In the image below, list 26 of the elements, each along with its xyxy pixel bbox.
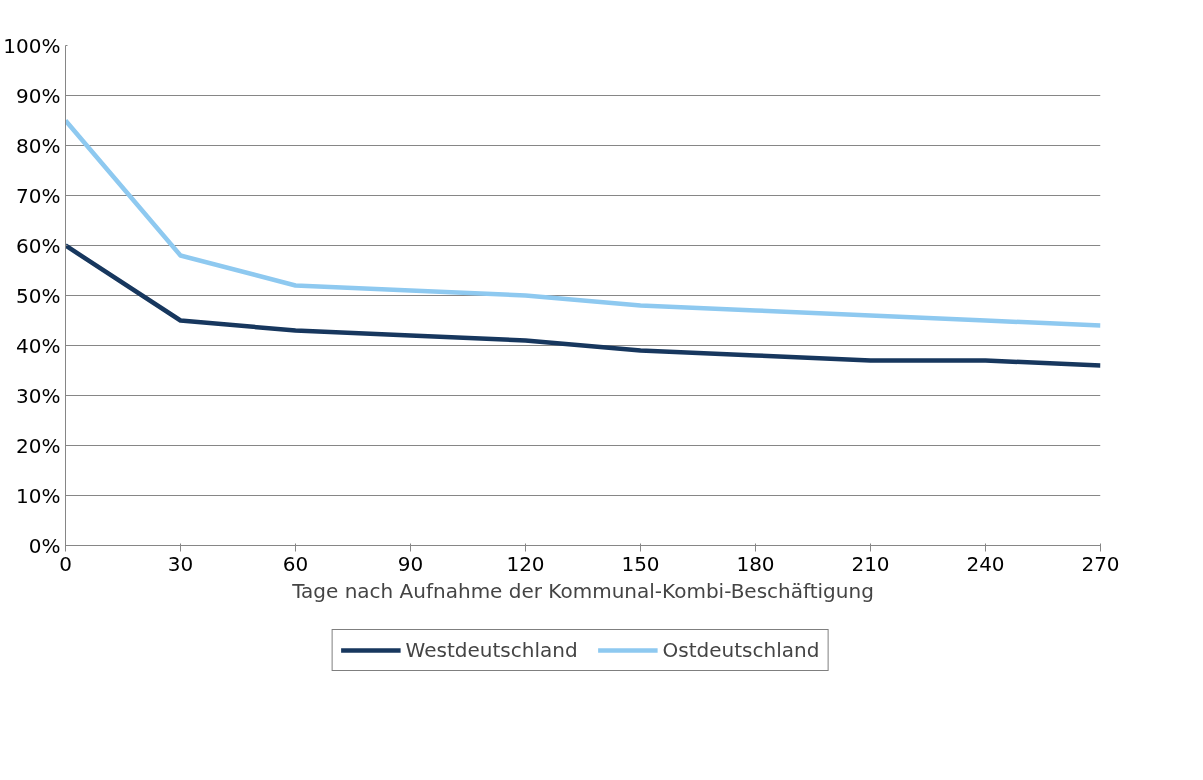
x-tick-label: 240 xyxy=(966,551,1005,576)
x-tick-label: 60 xyxy=(282,551,309,576)
line-series xyxy=(65,243,1101,368)
x-tick-label: 270 xyxy=(1081,551,1120,576)
y-tick-label: 10% xyxy=(16,483,61,508)
x-tick-label: 180 xyxy=(736,551,775,576)
x-tick-label: 120 xyxy=(506,551,545,576)
y-tick-label: 0% xyxy=(28,533,61,558)
y-tick-label: 80% xyxy=(16,133,61,158)
x-tick-label: 150 xyxy=(621,551,660,576)
x-tick-label: 210 xyxy=(851,551,890,576)
legend-label: Ostdeutschland xyxy=(662,638,820,662)
x-tick-label: 30 xyxy=(167,551,194,576)
y-tick-label: 70% xyxy=(16,183,61,208)
y-tick-label: 60% xyxy=(16,233,61,258)
y-tick-label: 50% xyxy=(16,283,61,308)
y-tick-label: 100% xyxy=(3,33,61,58)
y-tick-label: 20% xyxy=(16,433,61,458)
y-tick-label: 40% xyxy=(16,333,61,358)
x-axis-title: Tage nach Aufnahme der Kommunal-Kombi-Beschäftigung xyxy=(291,578,874,603)
line-series xyxy=(65,118,1101,328)
x-tick-label: 0 xyxy=(59,551,72,576)
x-tick-label: 90 xyxy=(397,551,424,576)
y-tick-label: 90% xyxy=(16,83,61,108)
y-tick-label: 30% xyxy=(16,383,61,408)
legend-label: Westdeutschland xyxy=(405,638,578,662)
